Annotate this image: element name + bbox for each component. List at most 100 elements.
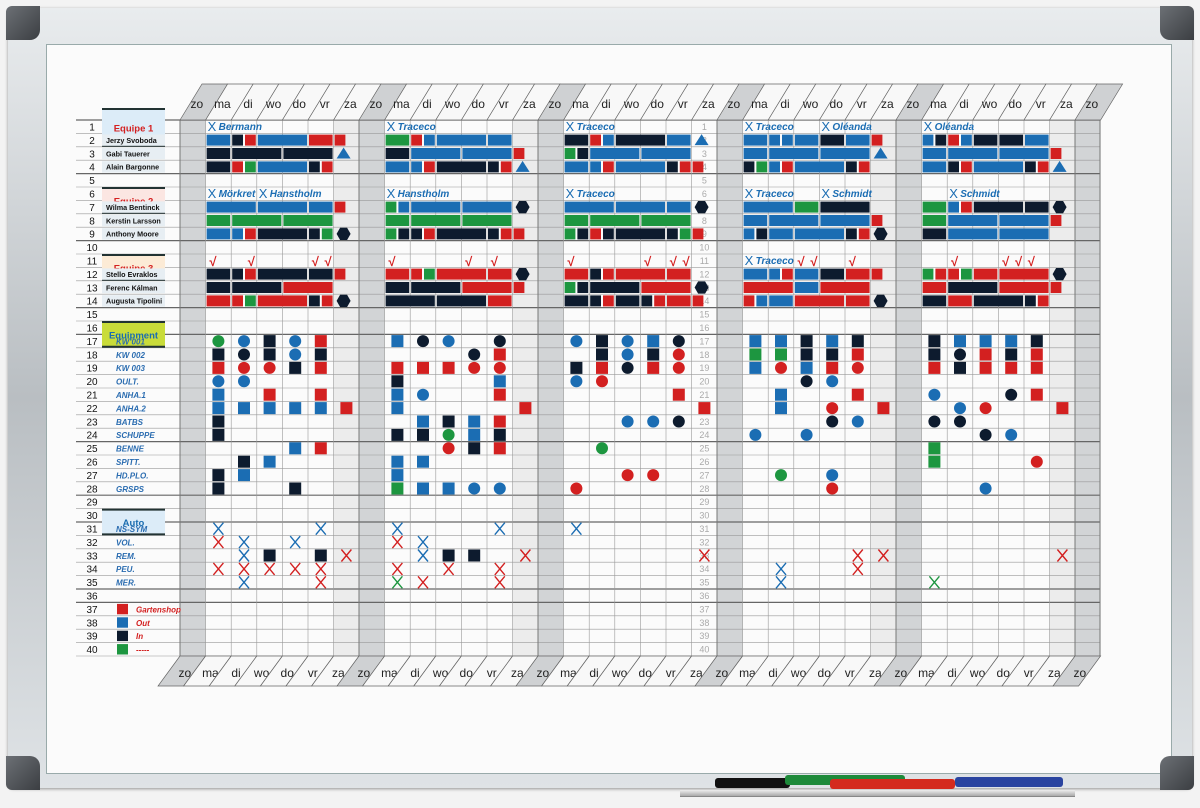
schedule-bar <box>385 295 435 307</box>
schedule-bar <box>603 134 614 146</box>
round-magnet <box>570 482 583 495</box>
day-footer-vr: vr <box>845 666 855 680</box>
square-magnet <box>442 361 455 374</box>
center-row-number: 1 <box>702 122 707 132</box>
check-mark: √ <box>797 254 805 269</box>
schedule-bar <box>692 228 704 240</box>
person-name: Jerzy Svoboda <box>106 136 158 145</box>
section-label-equipe-1: Equipe 1 <box>114 123 154 134</box>
row-number: 30 <box>86 511 98 522</box>
schedule-bar <box>513 228 525 240</box>
square-magnet <box>493 348 506 361</box>
equipment-label: KW 001 <box>116 337 145 346</box>
schedule-bar <box>871 215 883 226</box>
handwritten-name: Bermann <box>219 122 262 133</box>
square-magnet <box>314 348 327 361</box>
square-magnet <box>263 335 276 348</box>
square-magnet <box>672 388 685 401</box>
schedule-bar <box>257 134 307 146</box>
schedule-bar <box>794 201 819 213</box>
square-magnet <box>979 335 992 348</box>
square-magnet <box>493 428 506 441</box>
round-magnet <box>826 482 839 495</box>
schedule-bar <box>513 282 525 293</box>
hexagon-magnet <box>873 227 888 240</box>
triangle-magnet <box>873 147 888 159</box>
schedule-bar <box>769 134 780 146</box>
equipment-label: NS-SYM <box>116 525 147 534</box>
schedule-bar <box>245 295 256 307</box>
schedule-bar <box>654 295 665 307</box>
schedule-bar <box>794 134 819 146</box>
schedule-bar <box>245 268 256 280</box>
schedule-bar <box>436 295 486 307</box>
square-magnet <box>928 361 941 374</box>
center-row-number: 6 <box>702 189 707 199</box>
x-mark <box>391 535 403 549</box>
center-row-number: 30 <box>699 511 709 521</box>
schedule-bar <box>743 201 793 213</box>
day-header-ma: ma <box>930 97 947 111</box>
x-mark <box>238 575 250 589</box>
round-magnet <box>570 375 583 388</box>
schedule-bar <box>769 295 793 307</box>
schedule-bar <box>411 282 461 293</box>
schedule-bar <box>667 268 691 280</box>
day-header-zo: zo <box>906 97 919 111</box>
x-mark <box>264 562 276 576</box>
row-number: 10 <box>86 243 98 254</box>
check-mark: √ <box>388 254 396 269</box>
x-mark <box>1056 549 1068 562</box>
schedule-bar <box>603 161 614 173</box>
center-row-number: 36 <box>699 591 709 601</box>
x-mark <box>519 549 531 562</box>
schedule-bar <box>743 215 768 226</box>
day-header-zo: zo <box>548 97 561 111</box>
check-mark: √ <box>209 254 217 269</box>
schedule-bar <box>564 215 589 226</box>
row-number: 38 <box>86 618 98 629</box>
square-magnet <box>289 361 302 374</box>
round-magnet <box>468 482 481 495</box>
row-number: 5 <box>89 176 95 187</box>
blue-marker-pen[interactable] <box>955 777 1063 787</box>
row-number: 14 <box>86 297 98 308</box>
row-number: 35 <box>86 578 98 589</box>
equipment-label: BATBS <box>116 418 144 427</box>
center-row-number: 28 <box>699 484 709 494</box>
square-magnet <box>442 415 455 428</box>
center-row-number: 12 <box>699 269 709 279</box>
schedule-bar <box>948 295 972 307</box>
square-magnet <box>800 348 813 361</box>
schedule-bar <box>692 295 704 307</box>
person-name: Gabi Tauerer <box>106 149 150 158</box>
day-footer-wo: wo <box>611 666 628 680</box>
round-magnet <box>621 469 634 482</box>
square-magnet <box>800 335 813 348</box>
handwritten-name: Hanstholm <box>398 189 450 200</box>
square-magnet <box>391 335 404 348</box>
red-marker-pen[interactable] <box>830 779 955 789</box>
round-magnet <box>672 348 685 361</box>
schedule-bar <box>922 215 947 226</box>
schedule-bar <box>206 148 231 159</box>
day-header-vr: vr <box>1036 97 1046 111</box>
schedule-bar <box>948 201 959 213</box>
black-marker-pen[interactable] <box>715 778 790 788</box>
square-magnet <box>928 335 941 348</box>
schedule-bar <box>462 148 512 159</box>
legend-label: Out <box>136 619 150 628</box>
square-magnet <box>749 335 762 348</box>
square-magnet <box>851 335 864 348</box>
schedule-bar <box>782 268 793 280</box>
day-footer-za: za <box>690 666 703 680</box>
square-magnet <box>417 361 429 374</box>
schedule-bar <box>692 161 704 173</box>
marker-tray <box>680 790 1075 797</box>
round-magnet <box>289 348 302 361</box>
center-row-number: 39 <box>699 631 709 641</box>
round-magnet <box>238 335 250 348</box>
square-magnet <box>314 442 327 455</box>
center-row-number: 11 <box>700 256 709 266</box>
